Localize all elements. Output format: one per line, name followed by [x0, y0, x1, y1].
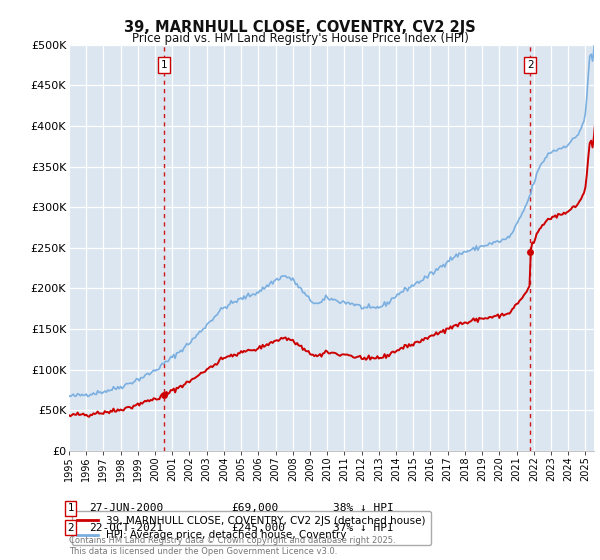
Text: 1: 1	[67, 503, 74, 514]
Text: Price paid vs. HM Land Registry's House Price Index (HPI): Price paid vs. HM Land Registry's House …	[131, 32, 469, 45]
Text: 38% ↓ HPI: 38% ↓ HPI	[333, 503, 394, 514]
Text: Contains HM Land Registry data © Crown copyright and database right 2025.
This d: Contains HM Land Registry data © Crown c…	[69, 536, 395, 556]
Text: £245,000: £245,000	[231, 522, 285, 533]
Text: 22-OCT-2021: 22-OCT-2021	[89, 522, 163, 533]
Text: 1: 1	[160, 60, 167, 70]
Text: 2: 2	[527, 60, 533, 70]
Text: 27-JUN-2000: 27-JUN-2000	[89, 503, 163, 514]
Text: 37% ↓ HPI: 37% ↓ HPI	[333, 522, 394, 533]
Text: 2: 2	[67, 522, 74, 533]
Text: 39, MARNHULL CLOSE, COVENTRY, CV2 2JS: 39, MARNHULL CLOSE, COVENTRY, CV2 2JS	[124, 20, 476, 35]
Text: £69,000: £69,000	[231, 503, 278, 514]
Legend: 39, MARNHULL CLOSE, COVENTRY, CV2 2JS (detached house), HPI: Average price, deta: 39, MARNHULL CLOSE, COVENTRY, CV2 2JS (d…	[71, 511, 431, 545]
